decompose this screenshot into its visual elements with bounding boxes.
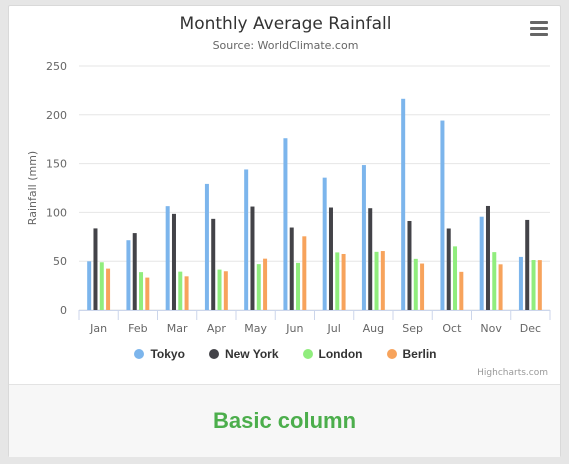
bar [283, 138, 288, 310]
x-tick-label: Sep [402, 322, 423, 335]
x-tick-label: Jun [285, 322, 303, 335]
legend-label: New York [224, 347, 279, 361]
bar [401, 98, 406, 310]
bar [106, 268, 111, 310]
legend-marker-icon [208, 349, 219, 359]
bar [250, 206, 255, 310]
footer-label: Basic column [212, 408, 357, 433]
bar [479, 216, 484, 310]
legend-label: Tokyo [150, 347, 185, 361]
bar [413, 258, 418, 310]
bar [407, 220, 412, 310]
bar [335, 252, 340, 310]
bar [440, 120, 445, 310]
bar [165, 206, 170, 310]
bar [420, 263, 425, 310]
bar [322, 177, 327, 310]
bar [498, 264, 503, 310]
bar [361, 165, 366, 310]
bar [184, 276, 189, 310]
y-tick-label: 0 [60, 304, 67, 317]
bar [132, 233, 137, 310]
x-tick-label: Oct [442, 322, 462, 335]
legend-marker-icon [134, 349, 145, 359]
x-tick-label: Jul [326, 322, 340, 335]
column-chart: 0 50 100 150 200 250 Rainfall (mm) Jan Feb Mar Apr… [26, 60, 551, 335]
bar [492, 252, 497, 310]
x-tick-label: Feb [128, 322, 147, 335]
bar [459, 271, 464, 310]
credits-link[interactable]: Highcharts.com [477, 368, 548, 378]
bar [518, 256, 523, 310]
legend-marker-icon [302, 349, 313, 359]
bar [93, 228, 98, 310]
hamburger-menu-icon[interactable] [530, 21, 548, 36]
bar [126, 240, 131, 310]
x-tick-label: Apr [207, 322, 227, 335]
bar [171, 213, 176, 310]
x-tick-label: Aug [363, 322, 384, 335]
bar [328, 207, 333, 310]
bar [263, 258, 268, 310]
bar [296, 262, 301, 310]
bar [211, 218, 216, 310]
y-axis-title: Rainfall (mm) [26, 151, 39, 225]
bar [204, 183, 209, 310]
y-tick-label: 200 [46, 109, 67, 122]
bar [139, 272, 144, 310]
y-tick-label: 100 [46, 206, 67, 219]
bar [178, 271, 183, 310]
bar [525, 219, 530, 310]
bar [145, 277, 150, 310]
y-tick-label: 50 [53, 255, 67, 268]
bar [537, 260, 542, 310]
legend-label: London [318, 347, 363, 361]
bar [302, 236, 307, 310]
x-tick-label: Nov [480, 322, 502, 335]
legend-label: Berlin [402, 347, 437, 361]
y-tick-label: 250 [46, 60, 67, 73]
x-tick-label: May [244, 322, 267, 335]
bar [368, 208, 373, 310]
chart-legend: Tokyo New York London Berlin [9, 347, 562, 361]
bar [244, 169, 249, 310]
footer-bar: Basic column [9, 384, 560, 457]
chart-card: Monthly Average Rainfall Source: WorldCl… [8, 5, 561, 457]
bar [289, 227, 294, 310]
legend-item[interactable]: Berlin [386, 347, 437, 361]
bar [217, 269, 222, 310]
x-tick-label: Jan [89, 322, 107, 335]
bar [99, 262, 104, 310]
bar [380, 251, 385, 310]
bar [341, 253, 346, 310]
legend-item[interactable]: London [302, 347, 363, 361]
chart-title: Monthly Average Rainfall [179, 14, 392, 34]
x-tick-label: Mar [167, 322, 188, 335]
legend-item[interactable]: New York [208, 347, 279, 361]
bar [446, 228, 451, 310]
bar [223, 271, 228, 310]
legend-marker-icon [386, 349, 397, 359]
chart-subtitle: Source: WorldClimate.com [212, 39, 359, 52]
bar [485, 205, 490, 310]
bar [374, 251, 379, 310]
chart-area: Monthly Average Rainfall Source: WorldCl… [9, 6, 562, 386]
bar [453, 246, 458, 310]
legend-item[interactable]: Tokyo [134, 347, 185, 361]
bar [256, 264, 261, 310]
bar [531, 260, 536, 310]
x-tick-label: Dec [520, 322, 541, 335]
bar [87, 261, 92, 310]
y-tick-label: 150 [46, 158, 67, 171]
